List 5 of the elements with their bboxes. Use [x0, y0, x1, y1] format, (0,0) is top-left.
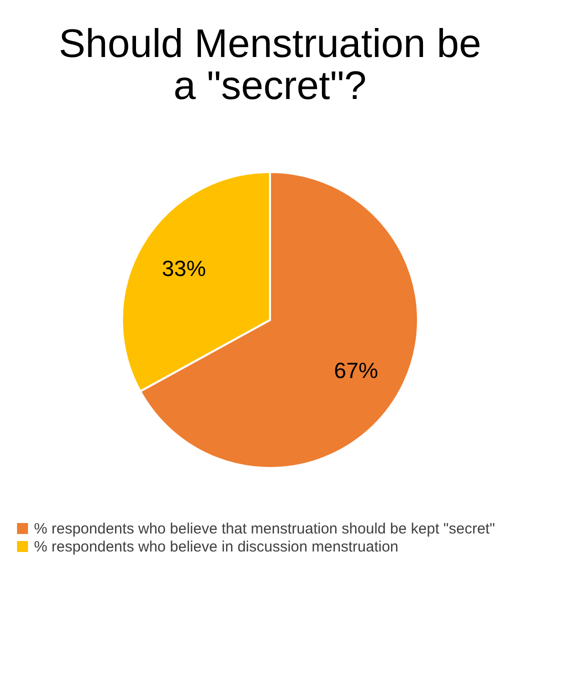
legend-label: % respondents who believe that menstruation should be kept "secret"	[34, 520, 495, 538]
legend-label: % respondents who believe in discussion menstruation	[34, 538, 398, 556]
chart-title: Should Menstruation be a "secret"?	[58, 22, 482, 108]
data-label: 67%	[334, 358, 378, 383]
data-label: 33%	[162, 256, 206, 282]
